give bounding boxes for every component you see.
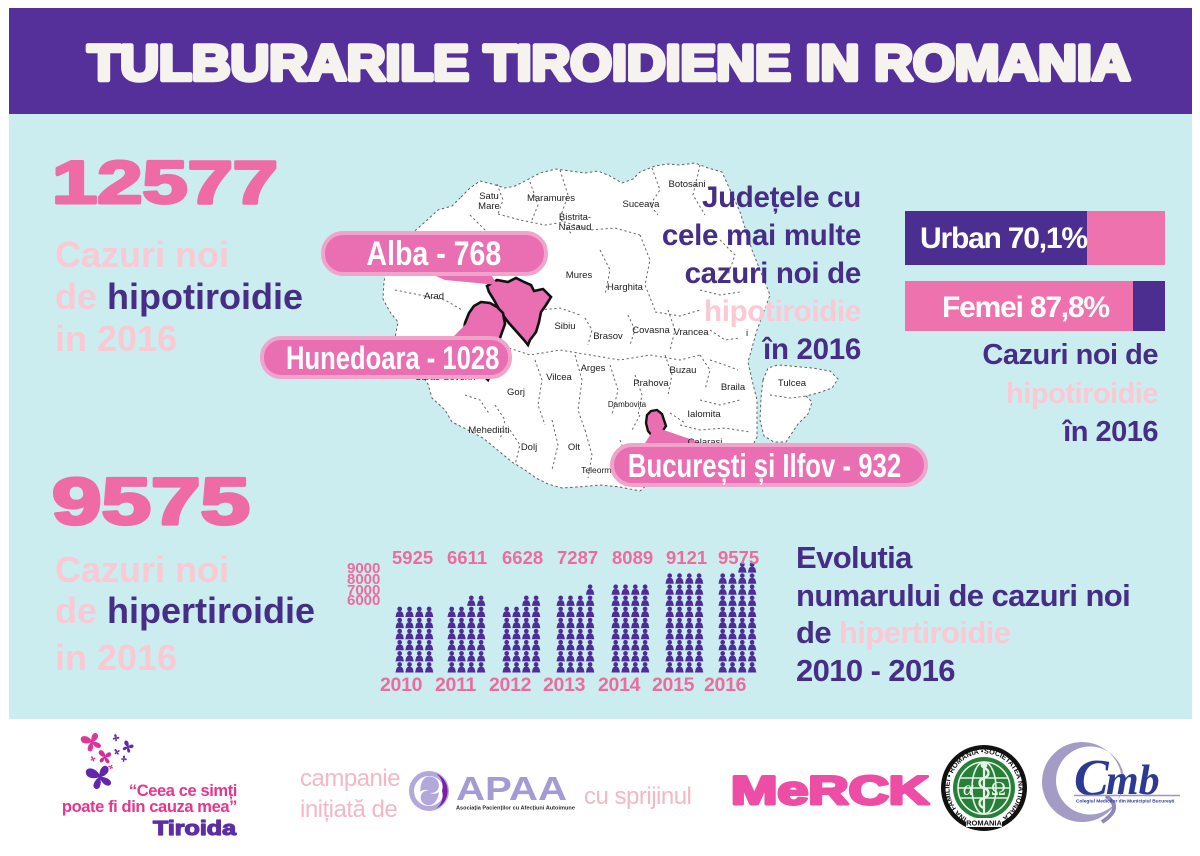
svg-text:12577: 12577 (52, 155, 278, 211)
svg-text:Ω: Ω (991, 778, 1006, 800)
svg-text:Buzau: Buzau (670, 365, 697, 376)
svg-text:Calarasi: Calarasi (688, 437, 723, 448)
svg-text:Braila: Braila (721, 382, 746, 393)
svg-text:Mehedinti: Mehedinti (468, 425, 509, 436)
svg-text:Vilcea: Vilcea (546, 372, 572, 383)
svg-text:Dolj: Dolj (521, 442, 537, 453)
svg-text:Colegiul Medicilor din Municip: Colegiul Medicilor din Municipiul Bucure… (1076, 799, 1174, 805)
svg-text:Asociația Pacienților cu Afecț: Asociația Pacienților cu Afecțiuni Autoi… (456, 806, 575, 812)
svg-text:ROMANIA: ROMANIA (966, 819, 1002, 828)
svg-text:Teleorman: Teleorman (581, 465, 621, 475)
svg-text:Nasaud: Nasaud (559, 222, 592, 233)
svg-text:i: i (746, 328, 748, 339)
svg-text:MeRCK: MeRCK (731, 769, 929, 812)
svg-text:Tiroida: Tiroida (153, 818, 237, 840)
svg-text:Arad: Arad (424, 291, 444, 302)
svg-text:Covasna: Covasna (632, 325, 670, 336)
svg-text:Vrancea: Vrancea (673, 327, 709, 338)
svg-text:Botosani: Botosani (669, 179, 706, 190)
svg-text:Dambovita: Dambovita (608, 400, 647, 409)
svg-text:Maramures: Maramures (527, 193, 575, 204)
svg-text:APAA: APAA (456, 770, 567, 807)
svg-text:Tulcea: Tulcea (778, 378, 807, 389)
svg-text:Sibiu: Sibiu (554, 321, 575, 332)
svg-text:Harghita: Harghita (607, 282, 644, 293)
svg-text:Arges: Arges (581, 363, 606, 374)
svg-text:Ialomita: Ialomita (687, 409, 721, 420)
svg-text:Gorj: Gorj (507, 387, 525, 398)
svg-text:TULBURARILE TIROIDIENE IN ROMA: TULBURARILE TIROIDIENE IN ROMANIA (88, 35, 1131, 91)
svg-text:Suceava: Suceava (623, 199, 661, 210)
svg-text:Mare: Mare (478, 201, 500, 212)
svg-text:9575: 9575 (52, 470, 250, 532)
svg-text:Olt: Olt (568, 442, 581, 453)
svg-text:Bistrita-: Bistrita- (559, 212, 591, 223)
svg-text:mb: mb (1106, 758, 1160, 804)
svg-text:α: α (963, 778, 974, 800)
svg-text:Brasov: Brasov (593, 331, 623, 342)
svg-text:C: C (1074, 750, 1110, 807)
svg-text:Mures: Mures (566, 270, 593, 281)
svg-text:Prahova: Prahova (633, 378, 669, 389)
svg-text:Satu: Satu (479, 191, 499, 202)
